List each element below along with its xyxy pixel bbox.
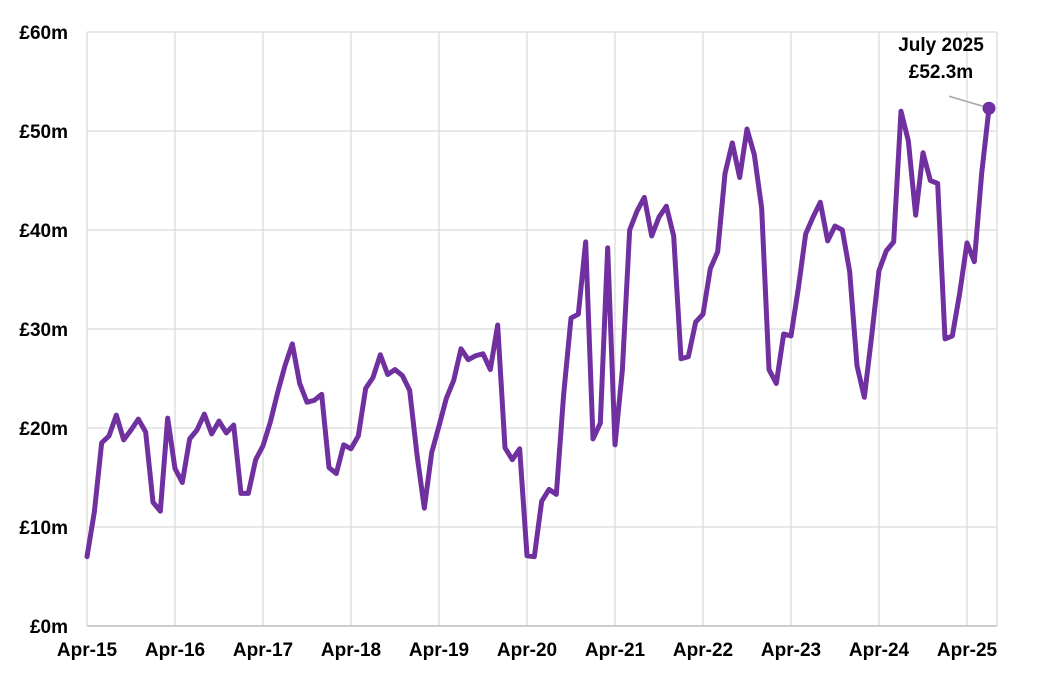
y-tick-label: £60m: [19, 23, 68, 44]
latest-point-marker: [982, 101, 996, 115]
x-tick-label: Apr-25: [937, 640, 998, 661]
y-tick-label: £10m: [19, 518, 68, 539]
y-tick-label: £40m: [19, 221, 68, 242]
series-layer: [84, 101, 996, 560]
x-tick-label: Apr-22: [673, 640, 733, 661]
x-tick-label: Apr-15: [57, 640, 118, 661]
series-line: [84, 105, 992, 560]
x-tick-label: Apr-16: [145, 640, 205, 661]
x-tick-label: Apr-20: [497, 640, 557, 661]
y-axis-tick-labels: £0m £10m £20m £30m £40m £50m £60m: [19, 23, 68, 638]
gridlines: [86, 31, 998, 627]
y-tick-label: £30m: [19, 320, 68, 341]
y-tick-label: £50m: [19, 122, 68, 143]
x-tick-label: Apr-23: [761, 640, 821, 661]
y-tick-label: £0m: [30, 617, 68, 638]
x-tick-label: Apr-19: [409, 640, 469, 661]
annotation-leader-line: [948, 95, 984, 107]
annotation: July 2025 £52.3m: [898, 35, 984, 107]
x-tick-label: Apr-18: [321, 640, 381, 661]
x-tick-label: Apr-21: [585, 640, 646, 661]
annotation-label-value: £52.3m: [909, 62, 973, 83]
annotation-label-month: July 2025: [898, 35, 984, 56]
x-tick-label: Apr-17: [233, 640, 293, 661]
x-axis-tick-labels: Apr-15 Apr-16 Apr-17 Apr-18 Apr-19 Apr-20 Apr-…: [57, 640, 998, 661]
x-tick-label: Apr-24: [849, 640, 910, 661]
y-tick-label: £20m: [19, 419, 68, 440]
